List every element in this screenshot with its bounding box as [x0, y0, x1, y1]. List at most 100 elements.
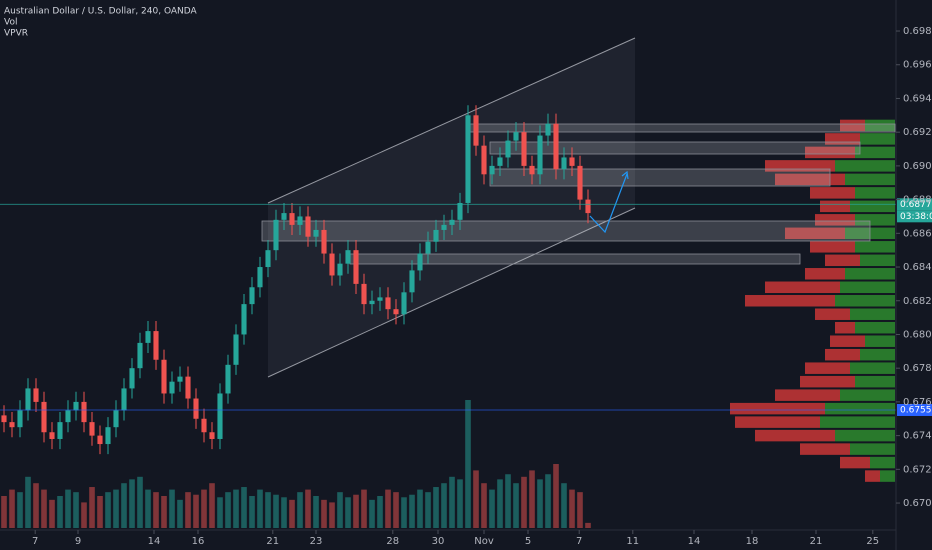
profile-down — [815, 308, 850, 320]
indicator-label: Vol — [4, 18, 17, 28]
candle-body — [257, 267, 263, 288]
profile-down — [820, 200, 850, 213]
candle-body — [497, 157, 503, 166]
candle-body — [233, 334, 239, 365]
candle-body — [433, 229, 439, 242]
volume-bar — [417, 489, 423, 528]
candle-body — [577, 165, 583, 200]
profile-down — [730, 402, 825, 415]
volume-bar — [193, 494, 199, 528]
x-tick-label: 14 — [688, 536, 701, 547]
candle-body — [185, 376, 191, 399]
projection-arrow — [589, 173, 628, 234]
price-lines: 0.68772 03:38:01 0.67552 — [0, 198, 932, 416]
y-tick-label: 0.67200 — [903, 464, 932, 475]
candle-body — [425, 241, 431, 254]
candle-body — [273, 219, 279, 251]
volume-bar — [361, 489, 367, 528]
candle-body — [209, 432, 215, 439]
candle-body — [289, 213, 295, 225]
volume-bar — [537, 479, 543, 528]
profile-up — [850, 362, 895, 374]
candle-body — [393, 309, 399, 315]
profile-down — [800, 375, 855, 388]
profile-down — [765, 160, 835, 172]
candle-body — [49, 432, 55, 439]
volume-bar — [273, 494, 279, 528]
x-tick-label: 11 — [626, 536, 639, 547]
y-tick-label: 0.69000 — [903, 161, 932, 172]
candle-body — [225, 364, 231, 394]
candle-body — [449, 219, 455, 225]
candle-body — [337, 263, 343, 276]
candle-body — [521, 132, 527, 166]
candle-body — [329, 253, 335, 276]
candle-body — [401, 292, 407, 315]
x-tick-label: 14 — [148, 536, 161, 547]
candle-body — [97, 435, 103, 445]
profile-down — [825, 133, 860, 145]
volume-bar — [297, 492, 303, 528]
volume-bar — [97, 496, 103, 528]
profile-down — [825, 254, 860, 267]
x-tick-label: 25 — [866, 536, 879, 547]
candle-body — [505, 140, 511, 158]
volume-bar — [425, 492, 431, 528]
candle-body — [41, 401, 47, 433]
profile-down — [785, 227, 845, 240]
x-tick-label: 28 — [386, 536, 399, 547]
volume-bars — [1, 400, 591, 528]
volume-bar — [9, 489, 15, 528]
profile-up — [820, 416, 895, 428]
volume-bar — [465, 400, 471, 528]
x-tick-label: 5 — [525, 536, 531, 547]
volume-bar — [217, 497, 223, 528]
volume-bar — [113, 489, 119, 528]
profile-up — [845, 268, 895, 280]
profile-down — [805, 362, 850, 374]
volume-bar — [577, 492, 583, 528]
volume-bar — [561, 483, 567, 528]
profile-up — [855, 375, 895, 388]
candle-body — [201, 418, 207, 433]
candle-body — [361, 283, 367, 305]
volume-bar — [105, 492, 111, 528]
volume-bar — [257, 489, 263, 528]
volume-bar — [433, 487, 439, 528]
candle-body — [265, 250, 271, 268]
candle-body — [249, 287, 255, 305]
profile-up — [840, 389, 895, 401]
candle-body — [369, 300, 375, 305]
profile-down — [800, 443, 850, 455]
indicator-label: VPVR — [4, 29, 28, 39]
volume-bar — [369, 499, 375, 528]
volume-profile — [730, 119, 895, 482]
volume-bar — [153, 492, 159, 528]
volume-bar — [313, 496, 319, 528]
x-tick-label: 7 — [576, 536, 582, 547]
countdown-box — [897, 210, 932, 223]
volume-bar — [545, 474, 551, 528]
profile-up — [850, 443, 895, 455]
profile-up — [850, 200, 895, 213]
candle-body — [1, 415, 7, 423]
profile-up — [835, 429, 895, 442]
x-tick-label: 18 — [746, 536, 759, 547]
profile-up — [840, 281, 895, 294]
volume-bar — [89, 487, 95, 528]
profile-down — [840, 119, 865, 132]
channel-upper — [267, 37, 636, 204]
zone — [261, 220, 871, 242]
profile-down — [815, 214, 855, 226]
profile-down — [745, 295, 835, 307]
x-tick-label: 9 — [75, 536, 81, 547]
y-tick-label: 0.69600 — [903, 60, 932, 71]
x-tick-label: 30 — [432, 536, 445, 547]
price-label: 0.68772 — [900, 200, 932, 210]
volume-bar — [337, 492, 343, 528]
y-tick-label: 0.68800 — [903, 195, 932, 206]
candle-body — [161, 359, 167, 394]
candle-body — [313, 229, 319, 237]
candle-body — [281, 213, 287, 220]
